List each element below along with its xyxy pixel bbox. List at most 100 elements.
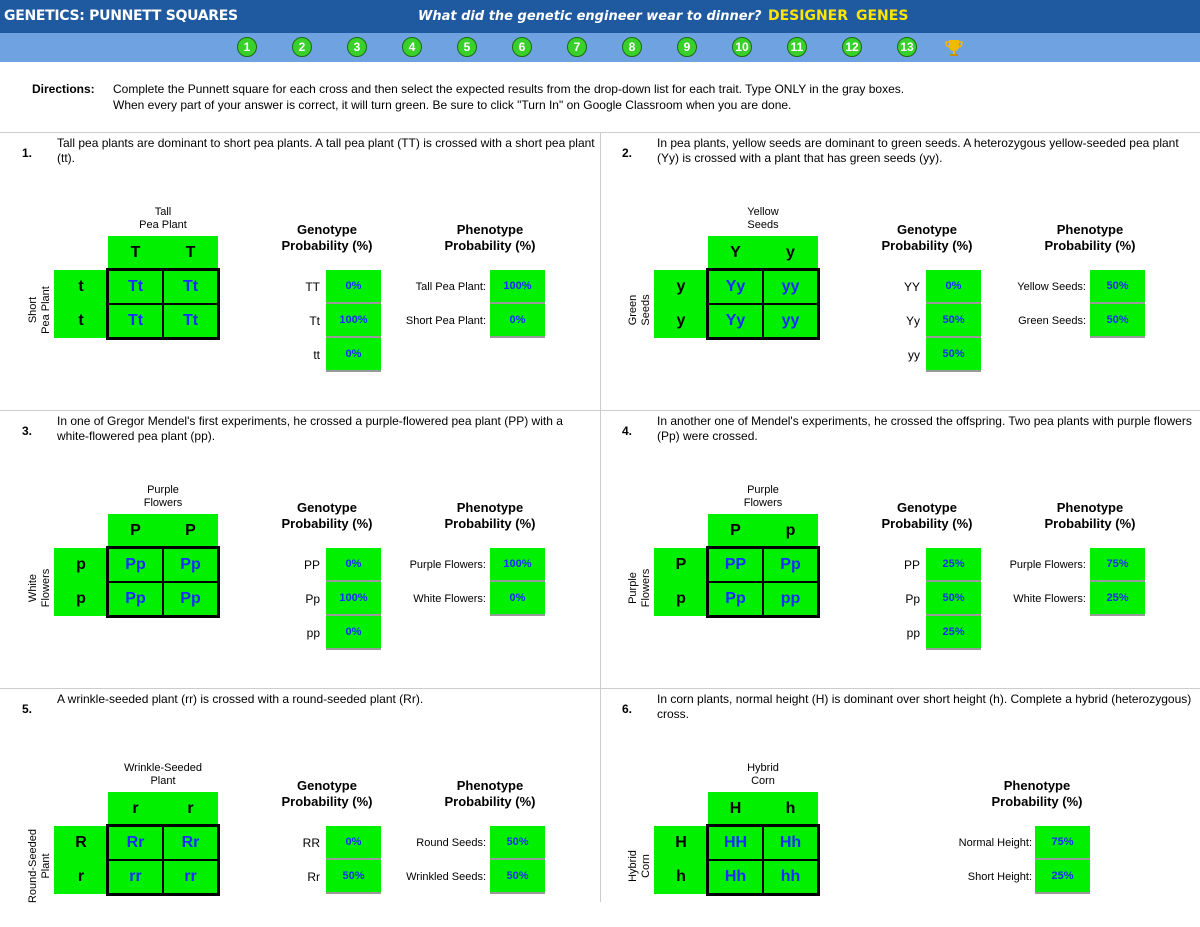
top-parent-label: Tall Pea Plant (88, 206, 238, 232)
phenotype-answer[interactable]: 0% (490, 304, 545, 338)
genotype-answer[interactable]: 25% (926, 548, 981, 582)
genotype-label: Tt (309, 314, 320, 328)
genotype-answer[interactable]: 50% (926, 338, 981, 372)
top-parent-label-line: Flowers (143, 497, 183, 509)
genotype-answer[interactable]: 0% (326, 826, 381, 860)
top-parent-label-line: Tall (154, 206, 172, 218)
phenotype-title-line: Phenotype (1003, 778, 1071, 793)
genotype-answer[interactable]: 100% (326, 582, 381, 616)
genotype-answer[interactable]: 50% (326, 860, 381, 894)
square-cell[interactable]: Rr (108, 826, 163, 860)
square-cell[interactable]: Pp (108, 582, 163, 616)
tab-button[interactable]: 4 (402, 37, 422, 57)
phenotype-answer[interactable]: 75% (1090, 548, 1145, 582)
square-cell[interactable]: Pp (163, 548, 218, 582)
phenotype-answer[interactable]: 50% (490, 826, 545, 860)
genotype-answer[interactable]: 50% (926, 582, 981, 616)
genotype-title-line: Probability (%) (281, 516, 373, 531)
square-cell[interactable]: pp (763, 582, 818, 616)
tab-button[interactable]: 1 (237, 37, 257, 57)
phenotype-label: White Flowers: (1013, 593, 1086, 605)
square-cell[interactable]: Yy (708, 304, 763, 338)
square-cell[interactable]: Rr (163, 826, 218, 860)
genotype-answer[interactable]: 100% (326, 304, 381, 338)
problem-text: In corn plants, normal height (H) is dom… (657, 692, 1192, 721)
phenotype-answer[interactable]: 75% (1035, 826, 1090, 860)
tab-button[interactable]: 9 (677, 37, 697, 57)
square-cell[interactable]: Pp (708, 582, 763, 616)
square-cell[interactable]: Pp (163, 582, 218, 616)
square-cell[interactable]: Tt (108, 304, 163, 338)
trophy-icon[interactable] (944, 38, 964, 58)
genotype-label: Pp (905, 592, 920, 606)
square-cell[interactable]: Pp (763, 548, 818, 582)
genotype-title-line: Probability (%) (881, 516, 973, 531)
genotype-answer[interactable]: 0% (326, 548, 381, 582)
left-parent-label-line: Pea Plant (40, 286, 52, 334)
square-cell[interactable]: Yy (708, 270, 763, 304)
tab-button[interactable]: 5 (457, 37, 477, 57)
left-allele: p (54, 582, 108, 616)
phenotype-title-line: Probability (%) (444, 238, 536, 253)
square-cell[interactable]: yy (763, 304, 818, 338)
square-cell[interactable]: Tt (163, 304, 218, 338)
problem-text: A wrinkle-seeded plant (rr) is crossed w… (57, 692, 424, 706)
top-parent-label-line: Corn (751, 775, 775, 787)
square-cell[interactable]: Hh (763, 826, 818, 860)
phenotype-answer[interactable]: 50% (1090, 304, 1145, 338)
phenotype-answer[interactable]: 0% (490, 582, 545, 616)
problem-text: In one of Gregor Mendel's first experime… (57, 414, 563, 443)
square-cell[interactable]: Tt (108, 270, 163, 304)
tab-button[interactable]: 7 (567, 37, 587, 57)
tab-button[interactable]: 3 (347, 37, 367, 57)
phenotype-title: Phenotype Probability (%) (425, 500, 555, 532)
phenotype-answer[interactable]: 50% (490, 860, 545, 894)
square-cell[interactable]: Tt (163, 270, 218, 304)
square-cell[interactable]: Pp (108, 548, 163, 582)
tab-button[interactable]: 12 (842, 37, 862, 57)
tab-button[interactable]: 8 (622, 37, 642, 57)
left-parent-label: Short Pea Plant (27, 235, 53, 385)
genotype-answer[interactable]: 0% (926, 270, 981, 304)
square-cell[interactable]: Hh (708, 860, 763, 894)
square-cell[interactable]: hh (763, 860, 818, 894)
genotype-answer[interactable]: 25% (926, 616, 981, 650)
tab-button[interactable]: 2 (292, 37, 312, 57)
phenotype-answer[interactable]: 25% (1035, 860, 1090, 894)
square-cell[interactable]: PP (708, 548, 763, 582)
square-cell[interactable]: HH (708, 826, 763, 860)
phenotype-answer[interactable]: 100% (490, 548, 545, 582)
genotype-answer[interactable]: 0% (326, 338, 381, 372)
top-parent-label-line: Flowers (743, 497, 783, 509)
square-cell[interactable]: rr (108, 860, 163, 894)
phenotype-label: Round Seeds: (416, 837, 486, 849)
phenotype-title: Phenotype Probability (%) (425, 778, 555, 810)
problem: 4. In another one of Mendel's experiments… (600, 410, 1200, 688)
top-parent-label-line: Plant (150, 775, 176, 787)
left-parent-label-line: Flowers (40, 568, 52, 608)
phenotype-label: Short Pea Plant: (405, 315, 486, 327)
genotype-answer[interactable]: 0% (326, 616, 381, 650)
tab-button[interactable]: 11 (787, 37, 807, 57)
genotype-answer[interactable]: 50% (926, 304, 981, 338)
phenotype-title-line: Probability (%) (991, 794, 1083, 809)
phenotype-answer[interactable]: 25% (1090, 582, 1145, 616)
genotype-answer[interactable]: 0% (326, 270, 381, 304)
tab-button[interactable]: 6 (512, 37, 532, 57)
phenotype-title-line: Phenotype (1056, 222, 1124, 237)
phenotype-title-line: Phenotype (456, 222, 524, 237)
phenotype-title-line: Probability (%) (444, 516, 536, 531)
square-cell[interactable]: yy (763, 270, 818, 304)
tab-button[interactable]: 13 (897, 37, 917, 57)
phenotype-answer[interactable]: 100% (490, 270, 545, 304)
top-allele: r (108, 792, 163, 825)
square-border (106, 546, 220, 618)
problem: 2. In pea plants, yellow seeds are domina… (600, 132, 1200, 410)
top-parent-label-line: Purple (147, 484, 179, 496)
square-cell[interactable]: rr (163, 860, 218, 894)
phenotype-answer[interactable]: 50% (1090, 270, 1145, 304)
problem-number: 2. (622, 146, 633, 160)
problem-text: Tall pea plants are dominant to short pe… (57, 136, 595, 165)
tab-button[interactable]: 10 (732, 37, 752, 57)
